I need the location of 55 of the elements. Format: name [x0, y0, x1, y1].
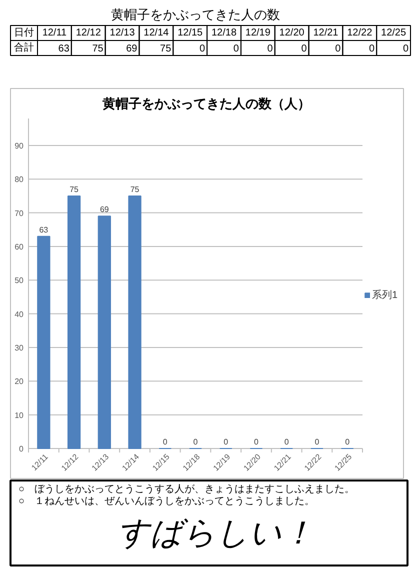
y-tick-label: 70 [14, 208, 24, 218]
data-label: 75 [130, 184, 140, 194]
data-label: 0 [199, 44, 206, 54]
text: すばらしい！ [117, 514, 314, 550]
category-label: 12/13 [110, 28, 136, 38]
y-tick-label: 40 [14, 310, 24, 319]
category-label: 12/14 [144, 28, 170, 38]
bar [98, 216, 111, 449]
bar [67, 195, 81, 449]
data-label: 0 [369, 44, 376, 54]
category-label: 12/22 [347, 28, 373, 38]
y-tick-label: 50 [14, 276, 24, 286]
data-label: 0 [193, 438, 198, 446]
data-label: 0 [314, 438, 320, 446]
text: 合計 [14, 42, 34, 54]
category-label: 12/20 [279, 28, 305, 38]
text: 黄帽子をかぶってきた人の数 [111, 7, 280, 22]
data-label: 75 [92, 44, 104, 54]
data-label: 0 [224, 438, 229, 446]
category-label: 12/18 [211, 28, 237, 38]
data-label: 0 [335, 44, 342, 54]
category-label: 12/11 [42, 28, 68, 38]
text: ○ ぼうしをかぶってとうこうする人が、きょうはまたすこしふえました。 [18, 484, 355, 495]
category-label: 12/15 [178, 28, 204, 38]
data-label: 0 [284, 438, 290, 446]
data-label: 0 [301, 44, 308, 54]
data-label: 0 [267, 44, 274, 54]
y-tick-label: 60 [14, 242, 24, 252]
data-label: 0 [345, 438, 350, 446]
text: 日付 [14, 28, 34, 38]
data-label: 63 [39, 225, 49, 234]
category-label: 12/12 [76, 28, 102, 38]
data-label: 0 [402, 44, 409, 54]
y-tick-label: 20 [14, 377, 24, 386]
bar [37, 236, 50, 449]
data-label: 0 [254, 438, 260, 446]
legend-label: 系列1 [372, 288, 398, 302]
data-label: 69 [126, 44, 138, 54]
category-label: 12/21 [313, 28, 339, 38]
y-tick-label: 10 [14, 410, 24, 420]
category-label: 12/19 [245, 28, 271, 38]
data-label: 63 [58, 44, 70, 54]
chart-title: 黄帽子をかぶってきた人の数（人） [102, 96, 310, 111]
y-tick-label: 0 [19, 444, 24, 454]
data-label: 69 [100, 205, 110, 214]
data-label: 75 [160, 44, 172, 54]
y-tick-label: 30 [14, 343, 24, 352]
text: ○ １ねんせいは、ぜんいんぼうしをかぶってとうこうしました。 [18, 496, 315, 507]
category-label: 12/25 [381, 28, 406, 38]
data-label: 0 [233, 44, 240, 54]
y-tick-label: 90 [14, 141, 24, 150]
y-tick-label: 80 [14, 175, 24, 184]
bar [128, 195, 142, 449]
data-label: 0 [162, 438, 168, 446]
data-label: 75 [70, 184, 80, 194]
